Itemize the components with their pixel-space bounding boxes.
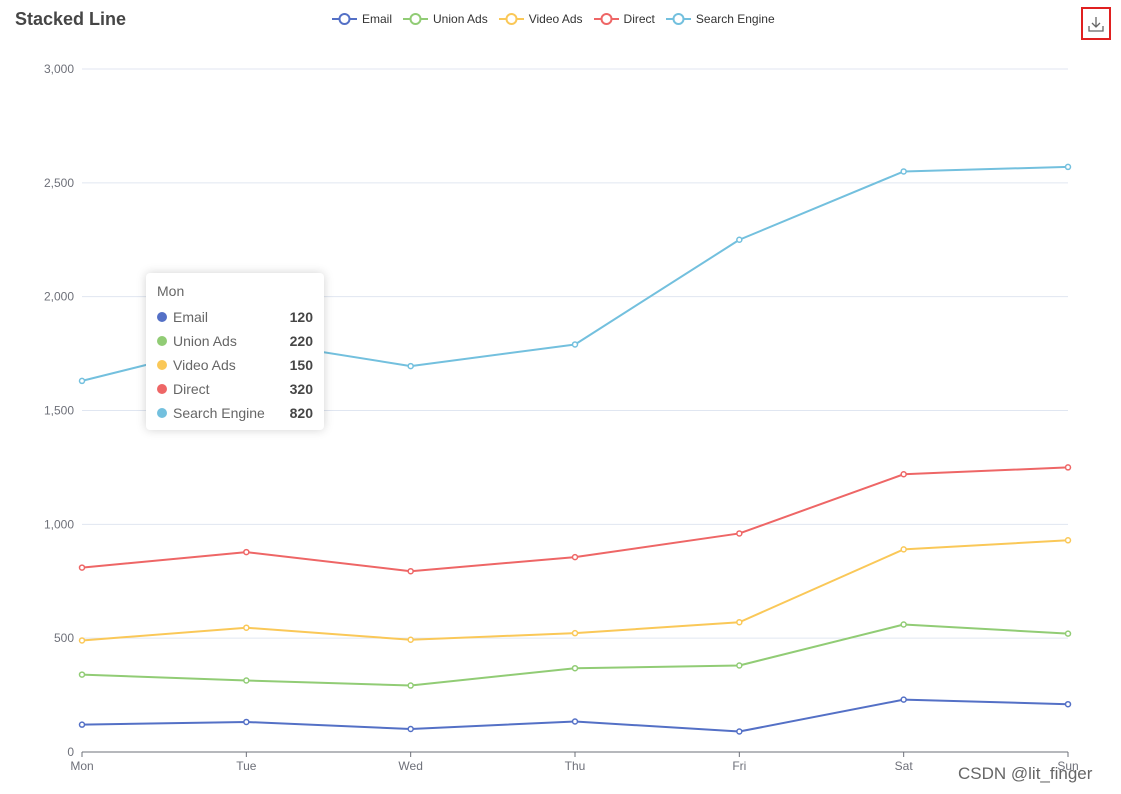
- legend-item-video-ads[interactable]: Video Ads: [498, 12, 583, 26]
- y-tick-label: 500: [54, 631, 74, 645]
- data-point-union-ads: [78, 671, 86, 678]
- x-tick-label: Thu: [565, 759, 586, 773]
- data-point-email: [407, 725, 414, 733]
- y-tick-label: 1,000: [44, 517, 74, 531]
- y-tick-label: 3,000: [44, 62, 74, 76]
- y-tick-label: 1,500: [44, 404, 74, 418]
- series-dot-icon: [157, 312, 167, 322]
- data-point-search-engine: [407, 362, 414, 370]
- y-tick-label: 0: [67, 745, 74, 759]
- data-point-union-ads: [571, 664, 579, 672]
- data-point-search-engine: [736, 236, 743, 243]
- data-point-video-ads: [900, 546, 907, 553]
- tooltip-series-value: 220: [289, 333, 313, 349]
- data-point-direct: [736, 530, 743, 537]
- watermark: CSDN @lit_finger: [958, 764, 1093, 783]
- legend-marker-icon: [593, 13, 619, 25]
- tooltip-series-name: Search Engine: [173, 405, 265, 421]
- legend-marker-icon: [332, 13, 357, 25]
- legend-marker-icon: [498, 13, 524, 25]
- tooltip-row: Video Ads 150: [157, 353, 313, 377]
- data-point-email: [243, 718, 250, 726]
- legend-label: Direct: [623, 12, 655, 26]
- legend-label: Email: [362, 12, 393, 26]
- data-point-email: [736, 728, 743, 735]
- data-point-direct: [407, 567, 414, 575]
- legend-marker-icon: [665, 13, 691, 25]
- chart-title: Stacked Line: [15, 9, 127, 29]
- x-tick-label: Tue: [236, 759, 257, 773]
- download-icon: [1088, 16, 1104, 32]
- legend-item-union-ads[interactable]: Union Ads: [403, 12, 488, 26]
- data-point-union-ads: [407, 682, 414, 689]
- data-point-email: [900, 696, 907, 703]
- tooltip-series-name: Email: [173, 309, 209, 325]
- tooltip-series-name: Direct: [173, 381, 210, 397]
- tooltip-series-name: Union Ads: [173, 333, 237, 349]
- x-tick-label: Mon: [70, 759, 93, 773]
- x-tick-label: Wed: [398, 759, 422, 773]
- data-point-video-ads: [78, 637, 86, 644]
- y-tick-label: 2,000: [44, 290, 74, 304]
- legend-label: Video Ads: [528, 12, 583, 26]
- data-point-direct: [1064, 464, 1072, 471]
- series-line-email: [81, 698, 1069, 733]
- data-point-direct: [900, 470, 907, 478]
- series-dot-icon: [157, 360, 167, 370]
- series-dot-icon: [157, 384, 167, 394]
- data-point-union-ads: [736, 662, 743, 669]
- legend-item-email[interactable]: Email: [332, 12, 392, 26]
- tooltip-series-name: Video Ads: [173, 357, 236, 373]
- tooltip-series-value: 120: [289, 309, 313, 325]
- y-tick-label: 2,500: [44, 176, 74, 190]
- data-point-direct: [78, 564, 86, 571]
- data-point-email: [1064, 700, 1072, 708]
- legend-marker-icon: [403, 13, 429, 25]
- x-tick-label: Fri: [732, 759, 746, 773]
- data-point-email: [571, 718, 579, 725]
- data-point-union-ads: [900, 621, 907, 628]
- data-point-union-ads: [1064, 630, 1072, 637]
- data-point-search-engine: [571, 341, 579, 348]
- tooltip-series-value: 820: [289, 405, 313, 421]
- tooltip: Mon Email 120 Union Ads 220 Video Ads 15…: [146, 273, 324, 430]
- data-point-union-ads: [243, 677, 250, 684]
- tooltip-row: Search Engine 820: [157, 401, 313, 425]
- tooltip-title: Mon: [157, 283, 185, 299]
- data-point-direct: [571, 553, 579, 561]
- x-tick-label: Sun: [1057, 759, 1078, 773]
- legend-item-direct[interactable]: Direct: [593, 12, 655, 26]
- data-point-search-engine: [900, 168, 907, 175]
- x-tick-label: Sat: [895, 759, 914, 773]
- data-point-video-ads: [736, 618, 743, 626]
- tooltip-row: Union Ads 220: [157, 329, 313, 353]
- data-point-search-engine: [1064, 163, 1072, 171]
- tooltip-row: Direct 320: [157, 377, 313, 401]
- series-dot-icon: [157, 408, 167, 418]
- tooltip-series-value: 150: [289, 357, 313, 373]
- data-point-video-ads: [571, 629, 579, 637]
- save-as-image-button[interactable]: [1081, 7, 1111, 40]
- data-point-video-ads: [243, 624, 250, 631]
- data-point-direct: [243, 548, 250, 556]
- series-dot-icon: [157, 336, 167, 346]
- data-point-search-engine: [78, 377, 86, 385]
- legend-item-search-engine[interactable]: Search Engine: [665, 12, 775, 26]
- legend: Email Union Ads Video Ads Direct Search …: [332, 12, 775, 26]
- data-point-video-ads: [1064, 537, 1072, 544]
- tooltip-series-value: 320: [289, 381, 313, 397]
- tooltip-row: Email 120: [157, 305, 313, 329]
- legend-label: Search Engine: [695, 12, 775, 26]
- data-point-email: [78, 721, 86, 728]
- legend-label: Union Ads: [433, 12, 488, 26]
- data-point-video-ads: [407, 636, 414, 644]
